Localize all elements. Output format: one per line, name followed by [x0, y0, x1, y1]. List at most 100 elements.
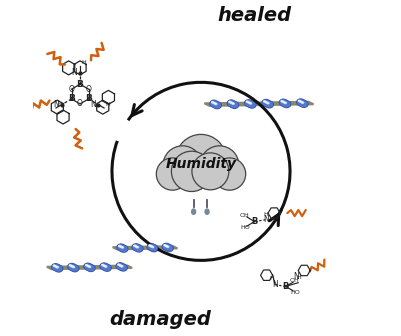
Ellipse shape	[245, 101, 247, 102]
Ellipse shape	[118, 264, 122, 267]
Ellipse shape	[85, 263, 94, 271]
Ellipse shape	[166, 246, 169, 248]
Ellipse shape	[229, 101, 239, 109]
Ellipse shape	[296, 99, 304, 106]
Text: H: H	[296, 275, 300, 280]
Ellipse shape	[213, 102, 221, 109]
Ellipse shape	[279, 100, 283, 102]
Text: H: H	[269, 276, 274, 281]
Ellipse shape	[228, 101, 230, 102]
Ellipse shape	[104, 265, 107, 268]
Circle shape	[163, 146, 202, 185]
Ellipse shape	[116, 263, 124, 269]
Circle shape	[213, 158, 245, 190]
Ellipse shape	[53, 265, 61, 271]
Ellipse shape	[118, 264, 125, 270]
Ellipse shape	[55, 265, 56, 267]
Ellipse shape	[70, 264, 79, 272]
Ellipse shape	[101, 264, 103, 265]
Ellipse shape	[149, 244, 158, 252]
Ellipse shape	[230, 102, 238, 108]
Text: OH: OH	[289, 278, 299, 283]
Ellipse shape	[104, 265, 106, 267]
Ellipse shape	[266, 102, 268, 103]
Text: O: O	[85, 85, 91, 94]
Ellipse shape	[136, 246, 139, 249]
Ellipse shape	[121, 246, 124, 249]
Ellipse shape	[284, 102, 285, 103]
Ellipse shape	[261, 99, 270, 107]
Ellipse shape	[120, 265, 122, 267]
Ellipse shape	[115, 262, 125, 270]
Ellipse shape	[164, 245, 168, 247]
Ellipse shape	[67, 263, 76, 271]
Ellipse shape	[165, 245, 172, 251]
Ellipse shape	[150, 245, 157, 252]
Ellipse shape	[86, 265, 89, 267]
Ellipse shape	[116, 243, 125, 251]
Text: B: B	[77, 80, 83, 89]
Ellipse shape	[211, 101, 213, 102]
Text: O: O	[77, 99, 83, 109]
Ellipse shape	[263, 100, 265, 102]
Ellipse shape	[120, 246, 127, 252]
Ellipse shape	[226, 99, 235, 108]
Ellipse shape	[117, 245, 121, 247]
Ellipse shape	[119, 264, 127, 271]
Ellipse shape	[279, 99, 286, 106]
Ellipse shape	[229, 101, 233, 104]
Ellipse shape	[88, 265, 91, 268]
Ellipse shape	[212, 102, 215, 104]
Ellipse shape	[68, 264, 75, 270]
Ellipse shape	[133, 245, 135, 246]
Text: damaged: damaged	[109, 310, 211, 329]
Ellipse shape	[131, 243, 140, 251]
Ellipse shape	[148, 244, 151, 247]
Ellipse shape	[295, 98, 305, 106]
Ellipse shape	[117, 264, 119, 265]
Ellipse shape	[118, 264, 128, 272]
Ellipse shape	[263, 100, 271, 107]
Ellipse shape	[227, 100, 234, 107]
Ellipse shape	[245, 100, 248, 103]
Polygon shape	[47, 265, 132, 269]
Ellipse shape	[228, 100, 237, 108]
Ellipse shape	[119, 245, 122, 248]
Ellipse shape	[243, 99, 253, 107]
Ellipse shape	[88, 266, 90, 267]
Ellipse shape	[118, 245, 120, 246]
Text: HO: HO	[289, 290, 299, 295]
Text: B: B	[282, 282, 288, 291]
Ellipse shape	[55, 265, 62, 272]
Text: N: N	[90, 100, 95, 109]
Ellipse shape	[150, 245, 152, 247]
Ellipse shape	[72, 266, 75, 268]
Ellipse shape	[71, 265, 78, 271]
Ellipse shape	[151, 246, 153, 247]
Ellipse shape	[117, 263, 120, 266]
Text: B: B	[85, 94, 92, 103]
Ellipse shape	[246, 101, 253, 107]
Circle shape	[199, 146, 238, 185]
Ellipse shape	[72, 266, 74, 267]
Ellipse shape	[85, 264, 93, 270]
Ellipse shape	[212, 101, 221, 109]
Text: B: B	[251, 217, 257, 226]
Ellipse shape	[281, 101, 285, 103]
Ellipse shape	[299, 100, 308, 108]
Text: HO: HO	[239, 225, 249, 230]
Ellipse shape	[71, 265, 72, 266]
Ellipse shape	[135, 246, 136, 247]
Ellipse shape	[209, 99, 218, 108]
Ellipse shape	[214, 102, 217, 105]
Ellipse shape	[230, 102, 231, 103]
Text: N: N	[292, 271, 298, 281]
Ellipse shape	[231, 102, 234, 105]
Ellipse shape	[69, 264, 77, 271]
Ellipse shape	[213, 102, 214, 103]
Text: H: H	[105, 101, 110, 107]
Ellipse shape	[100, 263, 107, 269]
Circle shape	[191, 153, 228, 190]
Ellipse shape	[85, 264, 88, 266]
Ellipse shape	[56, 266, 58, 267]
